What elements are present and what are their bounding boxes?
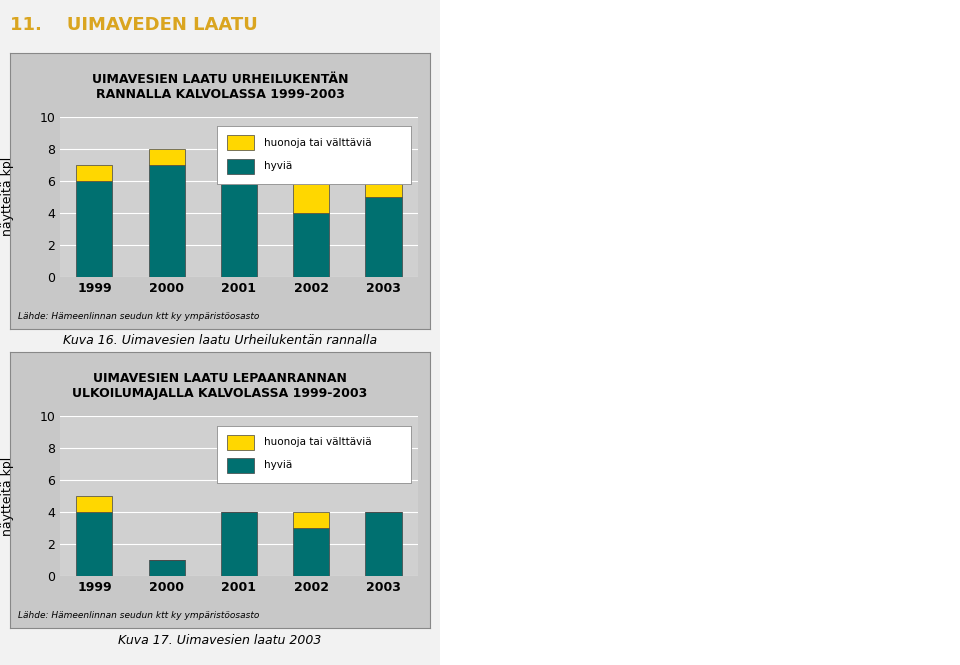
Text: Kuva 17. Uimavesien laatu 2003: Kuva 17. Uimavesien laatu 2003 bbox=[118, 634, 322, 647]
Bar bbox=[293, 528, 329, 576]
Bar bbox=[149, 149, 184, 165]
Bar bbox=[149, 165, 184, 277]
Bar bbox=[366, 197, 401, 277]
Text: 11.    UIMAVEDEN LAATU: 11. UIMAVEDEN LAATU bbox=[10, 16, 257, 34]
Text: Lähde: Hämeenlinnan seudun ktt ky ympäristöosasto: Lähde: Hämeenlinnan seudun ktt ky ympäri… bbox=[18, 312, 259, 321]
Text: hyviä: hyviä bbox=[264, 460, 292, 470]
Text: UIMAVESIEN LAATU LEPAANRANNAN
ULKOILUMAJALLA KALVOLASSA 1999-2003: UIMAVESIEN LAATU LEPAANRANNAN ULKOILUMAJ… bbox=[72, 372, 368, 400]
Bar bbox=[366, 181, 401, 197]
Text: UIMAVESIEN LAATU URHEILUKENTÄN
RANNALLA KALVOLASSA 1999-2003: UIMAVESIEN LAATU URHEILUKENTÄN RANNALLA … bbox=[92, 72, 348, 100]
FancyBboxPatch shape bbox=[228, 435, 254, 450]
Bar bbox=[149, 560, 184, 576]
Bar bbox=[77, 496, 112, 512]
Text: huonoja tai välttäviä: huonoja tai välttäviä bbox=[264, 138, 372, 148]
FancyBboxPatch shape bbox=[228, 158, 254, 174]
Text: Lähde: Hämeenlinnan seudun ktt ky ympäristöosasto: Lähde: Hämeenlinnan seudun ktt ky ympäri… bbox=[18, 611, 259, 620]
Bar bbox=[293, 213, 329, 277]
FancyBboxPatch shape bbox=[228, 136, 254, 150]
Text: Kuva 16. Uimavesien laatu Urheilukentän rannalla: Kuva 16. Uimavesien laatu Urheilukentän … bbox=[63, 334, 377, 348]
Bar bbox=[293, 181, 329, 213]
Y-axis label: näytteitä kpl: näytteitä kpl bbox=[1, 157, 13, 236]
Bar bbox=[77, 512, 112, 576]
Bar bbox=[221, 512, 257, 576]
Bar bbox=[77, 181, 112, 277]
Bar bbox=[77, 165, 112, 181]
Text: hyviä: hyviä bbox=[264, 161, 292, 171]
Bar bbox=[221, 181, 257, 277]
Y-axis label: näytteitä kpl: näytteitä kpl bbox=[1, 456, 13, 535]
Bar bbox=[221, 165, 257, 181]
FancyBboxPatch shape bbox=[228, 458, 254, 473]
Text: huonoja tai välttäviä: huonoja tai välttäviä bbox=[264, 438, 372, 448]
Bar bbox=[293, 512, 329, 528]
Bar bbox=[366, 512, 401, 576]
